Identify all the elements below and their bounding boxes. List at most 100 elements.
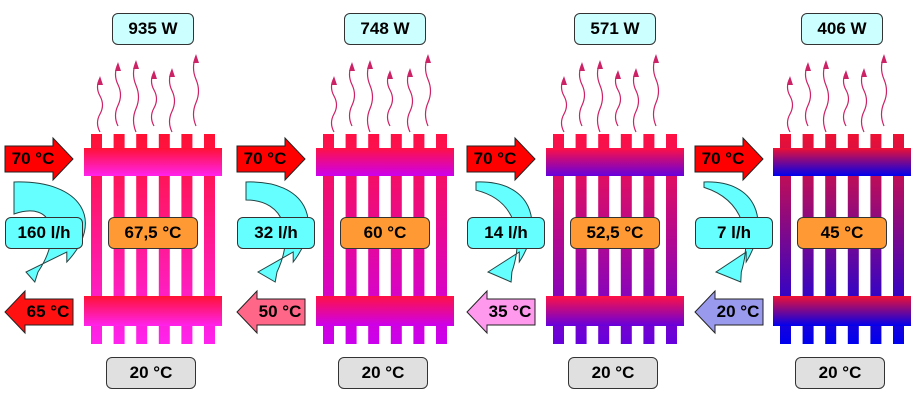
heat-arrow-tip: [843, 70, 849, 79]
heat-arrow-tip: [115, 62, 121, 71]
heat-wave: [192, 55, 200, 127]
heat-wave: [132, 61, 140, 133]
outlet-temperature: 20 °C: [716, 302, 760, 321]
heat-output-label: 748 W: [344, 13, 426, 45]
inlet-arrow: [694, 136, 764, 182]
heat-arrow-tip: [633, 68, 639, 77]
radiator-bottom-header: [84, 296, 222, 326]
heat-arrow-tip: [561, 76, 567, 85]
heat-arrow-tip: [151, 70, 157, 79]
radiator-bottom-header: [316, 296, 454, 326]
heat-wave: [822, 61, 830, 133]
radiator-top-header: [773, 148, 911, 176]
radiator-fin: [436, 134, 447, 344]
room-temperature-label: 20 °C: [795, 357, 885, 389]
heat-arrow-tip: [787, 76, 793, 85]
outlet-temperature: 35 °C: [488, 302, 532, 321]
radiator-fin: [553, 134, 564, 344]
heat-wave: [150, 71, 158, 127]
flow-arrow: [703, 181, 759, 283]
radiator-fin: [780, 134, 791, 344]
radiator-top-header: [316, 148, 454, 176]
heat-wave: [114, 63, 122, 127]
heat-wave: [652, 55, 660, 127]
radiator-bottom-header: [546, 296, 684, 326]
heat-arrow-tip: [861, 68, 867, 77]
heat-arrow-tip: [407, 68, 413, 77]
heat-arrow-tip: [425, 54, 431, 63]
heat-wave: [168, 69, 176, 133]
heat-arrow-tip: [193, 54, 199, 63]
heat-output-label: 571 W: [574, 13, 656, 45]
heat-arrow-tip: [133, 60, 139, 69]
heat-arrow-tip: [615, 70, 621, 79]
outlet-arrow: [4, 289, 74, 335]
mean-temperature-label: 60 °C: [340, 217, 430, 249]
heat-arrow-tip: [881, 54, 887, 63]
heat-wave: [424, 55, 432, 127]
heat-wave: [406, 69, 414, 133]
flow-arrow: [13, 181, 86, 283]
outlet-temperature: 50 °C: [258, 302, 302, 321]
heat-wave: [880, 55, 888, 127]
flow-rate-label: 14 l/h: [467, 217, 545, 249]
heat-wave: [632, 69, 640, 133]
heat-wave: [560, 77, 568, 133]
heat-wave: [804, 63, 812, 127]
heat-wave: [386, 71, 394, 127]
heat-arrow-tip: [169, 68, 175, 77]
inlet-temperature: 70 °C: [243, 149, 287, 168]
radiator-fin: [323, 134, 334, 344]
heat-wave: [96, 77, 104, 133]
inlet-arrow: [466, 136, 536, 182]
radiator-fin: [204, 134, 215, 344]
heat-output-label: 935 W: [112, 13, 194, 45]
room-temperature-label: 20 °C: [106, 357, 196, 389]
heat-wave: [330, 77, 338, 133]
room-temperature-label: 20 °C: [338, 357, 428, 389]
room-temperature-label: 20 °C: [568, 357, 658, 389]
heat-wave: [348, 63, 356, 127]
radiator-bottom-header: [773, 296, 911, 326]
outlet-arrow: [236, 289, 306, 335]
radiator-fin: [666, 134, 677, 344]
flow-rate-label: 7 l/h: [695, 217, 773, 249]
heat-wave: [860, 69, 868, 133]
heat-output-label: 406 W: [801, 13, 883, 45]
mean-temperature-label: 52,5 °C: [570, 217, 660, 249]
inlet-temperature: 70 °C: [701, 149, 745, 168]
heat-arrow-tip: [597, 60, 603, 69]
heat-wave: [786, 77, 794, 133]
flow-arrow: [475, 181, 533, 283]
inlet-temperature: 70 °C: [11, 149, 55, 168]
radiator-fin: [893, 134, 904, 344]
heat-wave: [596, 61, 604, 133]
heat-arrow-tip: [579, 62, 585, 71]
inlet-arrow: [236, 136, 306, 182]
flow-rate-label: 160 l/h: [5, 217, 83, 249]
radiator-fin: [91, 134, 102, 344]
heat-arrow-tip: [349, 62, 355, 71]
flow-rate-label: 32 l/h: [237, 217, 315, 249]
heat-wave: [578, 63, 586, 127]
outlet-arrow: [466, 289, 536, 335]
heat-arrow-tip: [805, 62, 811, 71]
heat-wave: [614, 71, 622, 127]
inlet-temperature: 70 °C: [473, 149, 517, 168]
inlet-arrow: [4, 136, 74, 182]
heat-arrow-tip: [331, 76, 337, 85]
outlet-temperature: 65 °C: [26, 302, 70, 321]
outlet-arrow: [694, 289, 764, 335]
heat-arrow-tip: [823, 60, 829, 69]
radiator-top-header: [546, 148, 684, 176]
mean-temperature-label: 67,5 °C: [108, 217, 198, 249]
radiator-top-header: [84, 148, 222, 176]
heat-arrow-tip: [367, 60, 373, 69]
heat-arrow-tip: [653, 54, 659, 63]
heat-arrow-tip: [387, 70, 393, 79]
heat-wave: [366, 61, 374, 133]
flow-arrow: [245, 181, 309, 283]
heat-wave: [842, 71, 850, 127]
heat-arrow-tip: [97, 76, 103, 85]
